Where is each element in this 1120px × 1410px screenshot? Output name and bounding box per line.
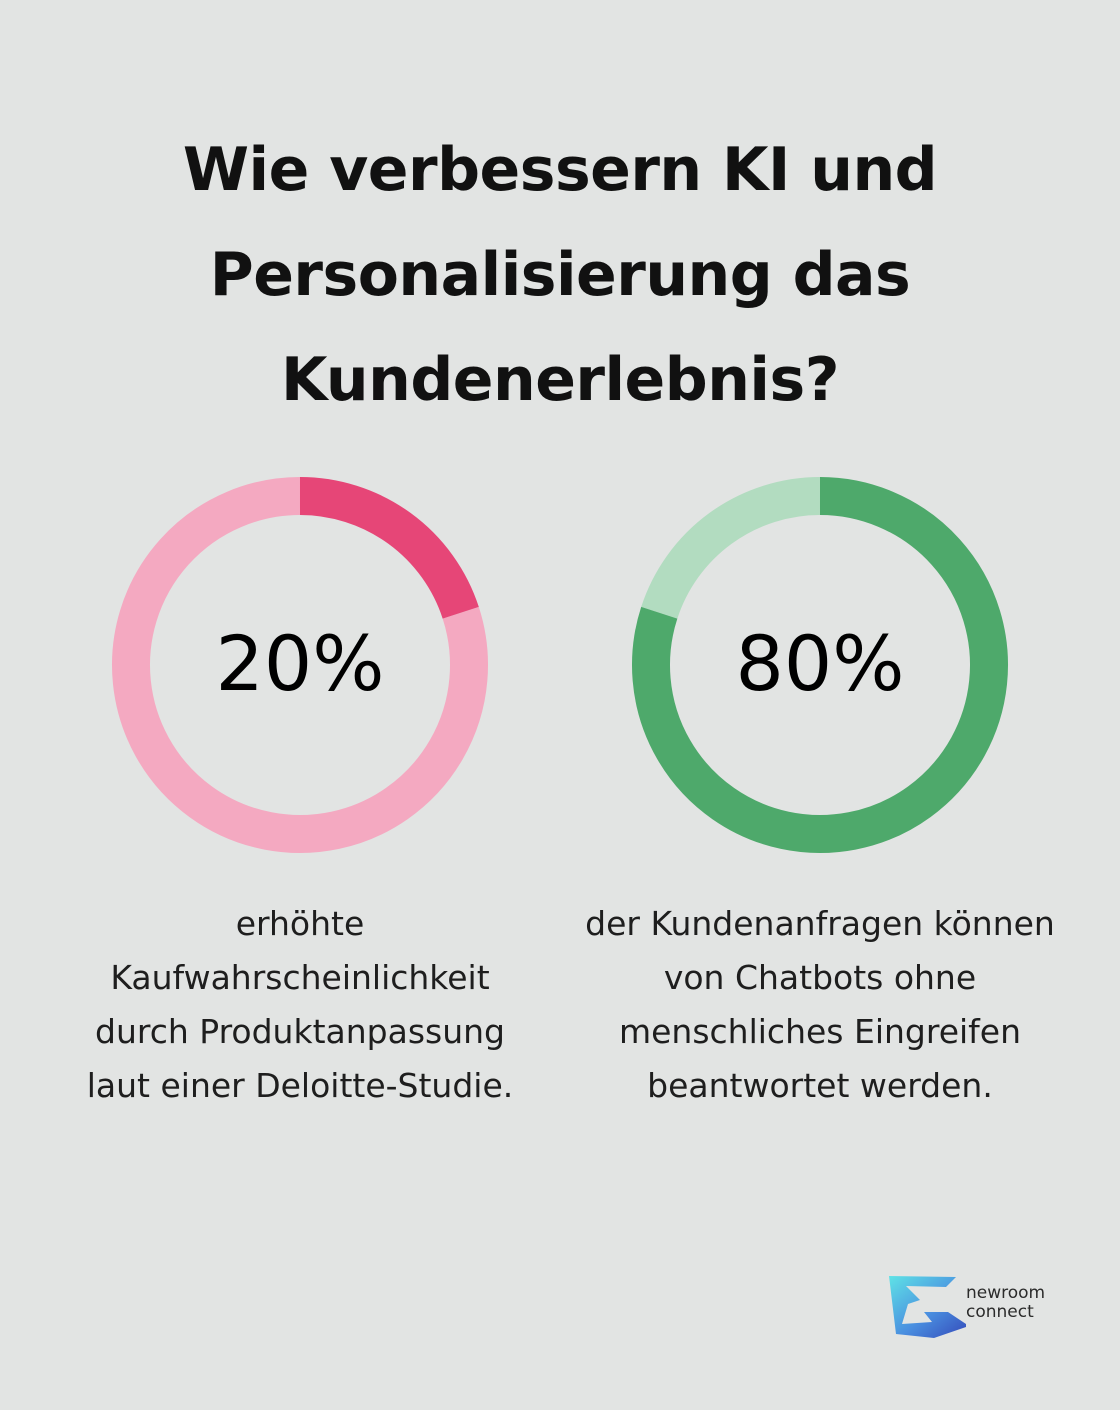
logo-text-line2: connect bbox=[966, 1302, 1034, 1322]
donut-remainder-arc bbox=[112, 477, 488, 853]
stat-card-purchase-probability: 20% erhöhte Kaufwahrscheinlichkeit durch… bbox=[40, 465, 560, 1113]
brand-logo: newroom connect bbox=[886, 1272, 1066, 1344]
donut-chart-purchase-probability: 20% bbox=[112, 477, 488, 853]
donut-chart-chatbot-answers: 80% bbox=[632, 477, 1008, 853]
logo-wordmark: newroom connect bbox=[966, 1284, 1045, 1322]
stat-card-chatbot-answers: 80% der Kundenanfragen können von Chatbo… bbox=[560, 465, 1080, 1113]
stat-caption: erhöhte Kaufwahrscheinlichkeit durch Pro… bbox=[86, 904, 514, 1105]
donut-value-label: 20% bbox=[216, 619, 385, 708]
donut-remainder-arc bbox=[641, 477, 821, 620]
newroom-connect-logo-icon bbox=[889, 1276, 966, 1338]
donut-value-arc bbox=[632, 477, 1008, 853]
donut-value-label: 80% bbox=[736, 619, 905, 708]
donut-value-arc bbox=[299, 477, 479, 620]
stat-caption: der Kundenanfragen können von Chatbots o… bbox=[585, 904, 1055, 1105]
logo-text-line1: newroom bbox=[966, 1283, 1046, 1303]
page-title: Wie verbessern KI und Personalisierung d… bbox=[182, 135, 938, 415]
